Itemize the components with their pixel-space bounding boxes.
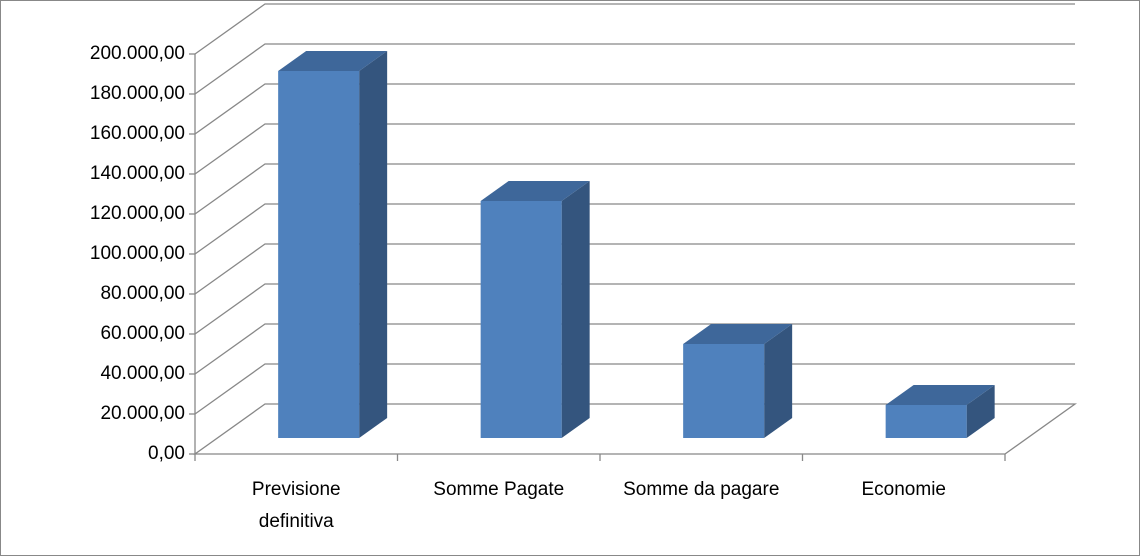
grid-line <box>194 283 1075 335</box>
y-tick-label: 200.000,00 <box>90 43 185 64</box>
grid-line <box>194 203 1075 255</box>
y-tick-label: 80.000,00 <box>100 283 185 304</box>
y-tick-label: 40.000,00 <box>100 363 185 384</box>
grid-line <box>194 163 1075 215</box>
y-tick-label: 140.000,00 <box>90 163 185 184</box>
grid-line <box>194 363 1075 415</box>
x-tick-label: Somme da pagare <box>623 479 780 500</box>
grid-line <box>194 43 1075 95</box>
y-tick-label: 0,00 <box>148 443 185 464</box>
grid-line <box>194 83 1075 135</box>
y-tick-label: 60.000,00 <box>100 323 185 344</box>
bar-top <box>885 385 995 405</box>
bar-side <box>764 324 793 438</box>
y-tick-label: 20.000,00 <box>100 403 185 424</box>
x-tick-label: Previsione definitiva <box>251 479 341 532</box>
bar-side <box>359 51 388 438</box>
bar <box>480 201 562 438</box>
grid-line <box>194 3 1075 55</box>
bar-side <box>561 181 590 438</box>
grid-line <box>194 123 1075 175</box>
bar-top <box>683 324 793 344</box>
x-tick-label: Economie <box>861 479 947 500</box>
bar-side <box>966 385 995 438</box>
floor <box>192 403 1078 455</box>
bar <box>278 71 360 438</box>
bar <box>683 344 765 438</box>
y-tick-label: 120.000,00 <box>90 203 185 224</box>
y-tick-label: 180.000,00 <box>90 83 185 104</box>
grid-line <box>194 243 1075 295</box>
x-tick-label: Somme Pagate <box>433 479 565 500</box>
bar-top <box>278 51 388 71</box>
y-tick-label: 100.000,00 <box>90 243 185 264</box>
bar-top <box>480 181 590 201</box>
y-tick-label: 160.000,00 <box>90 123 185 144</box>
grid-line <box>194 323 1075 375</box>
bar <box>885 405 967 438</box>
